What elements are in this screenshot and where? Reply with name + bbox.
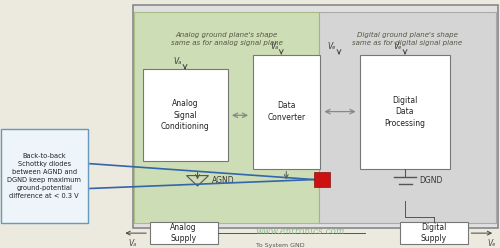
- Text: Digital
Data
Processing: Digital Data Processing: [384, 96, 426, 127]
- Text: Vₐ: Vₐ: [270, 42, 278, 51]
- FancyBboxPatch shape: [132, 5, 498, 228]
- FancyBboxPatch shape: [150, 222, 218, 244]
- Text: Digital ground plane's shape
same as for digital signal plane: Digital ground plane's shape same as for…: [352, 32, 463, 46]
- Text: www.entronics.com: www.entronics.com: [256, 227, 344, 236]
- FancyBboxPatch shape: [142, 69, 228, 161]
- Text: Analog ground plane's shape
same as for analog signal plane: Analog ground plane's shape same as for …: [170, 32, 282, 46]
- FancyBboxPatch shape: [360, 55, 450, 169]
- Text: Analog
Supply: Analog Supply: [170, 223, 197, 243]
- FancyBboxPatch shape: [319, 12, 496, 223]
- Text: Analog
Signal
Conditioning: Analog Signal Conditioning: [160, 99, 210, 131]
- FancyBboxPatch shape: [1, 129, 88, 223]
- FancyBboxPatch shape: [400, 222, 468, 244]
- FancyBboxPatch shape: [134, 12, 319, 223]
- Text: Vₐ: Vₐ: [174, 57, 182, 66]
- Text: Vₑ: Vₑ: [394, 42, 402, 51]
- Text: DGND: DGND: [419, 176, 442, 185]
- Text: Vₑ: Vₑ: [488, 239, 496, 248]
- Text: To System GND: To System GND: [256, 243, 304, 248]
- FancyBboxPatch shape: [252, 55, 320, 169]
- Text: Data
Converter: Data Converter: [267, 101, 306, 122]
- Text: Digital
Supply: Digital Supply: [420, 223, 447, 243]
- Text: Back-to-back
Schottky diodes
between AGND and
DGND keep maximum
ground-potential: Back-to-back Schottky diodes between AGN…: [8, 153, 81, 199]
- Text: Vₐ: Vₐ: [128, 239, 136, 248]
- Text: PCB: PCB: [305, 0, 325, 2]
- FancyBboxPatch shape: [314, 172, 330, 187]
- Text: Vₑ: Vₑ: [328, 42, 336, 51]
- Text: AGND: AGND: [212, 176, 234, 185]
